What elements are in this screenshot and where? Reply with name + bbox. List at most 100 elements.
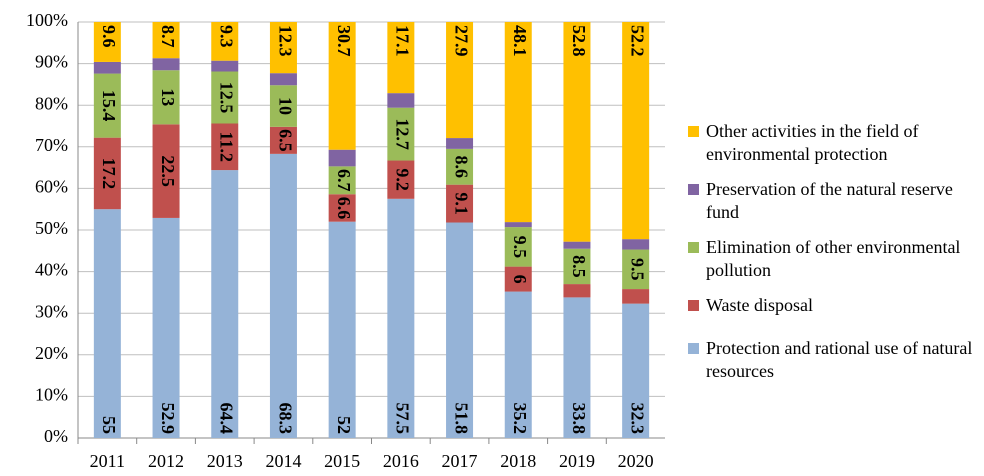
y-tick-label: 20% — [35, 343, 68, 363]
bar-segment — [504, 266, 532, 292]
data-label: 9.1 — [451, 192, 471, 215]
bar-segment — [563, 284, 591, 298]
legend-swatch — [688, 242, 699, 253]
data-label: 52.9 — [158, 403, 178, 435]
legend-swatch — [688, 343, 699, 354]
data-label: 12.3 — [275, 25, 295, 57]
y-tick-label: 90% — [35, 52, 68, 72]
bar-segment — [152, 58, 180, 71]
data-label: 6.6 — [334, 197, 354, 220]
data-label: 6.5 — [275, 129, 295, 152]
bar-segment — [328, 166, 356, 195]
legend: Other activities in the field of environ… — [688, 120, 978, 395]
legend-swatch — [688, 184, 699, 195]
bar-segment — [152, 22, 180, 59]
data-label: 68.3 — [275, 403, 295, 435]
data-label: 30.7 — [334, 25, 354, 57]
legend-item: Elimination of other environmental pollu… — [688, 236, 978, 282]
bar-segment — [622, 249, 650, 290]
legend-item: Preservation of the natural reserve fund — [688, 178, 978, 224]
legend-label: Preservation of the natural reserve fund — [706, 179, 953, 222]
data-label: 15.4 — [99, 90, 119, 122]
y-tick-label: 60% — [35, 177, 68, 197]
bar-segment — [446, 148, 474, 185]
data-label: 17.2 — [99, 158, 119, 190]
data-label: 9.6 — [99, 25, 119, 48]
data-label: 9.5 — [510, 236, 530, 259]
bar-segment — [211, 71, 239, 124]
x-tick-label: 2013 — [207, 451, 243, 471]
x-tick-label: 2019 — [559, 451, 595, 471]
y-tick-label: 80% — [35, 93, 68, 113]
x-tick-label: 2015 — [324, 451, 360, 471]
bar-segment — [93, 209, 121, 438]
data-label: 6 — [510, 275, 530, 284]
data-label: 55 — [99, 416, 119, 434]
bar-segment — [563, 22, 591, 242]
data-label: 8.5 — [569, 255, 589, 278]
legend-item: Waste disposal — [688, 294, 978, 317]
bar-segment — [387, 22, 415, 94]
data-label: 51.8 — [451, 403, 471, 435]
data-label: 52.2 — [628, 25, 648, 57]
bar-segment — [269, 22, 297, 74]
bar-segment — [269, 85, 297, 127]
bar-segment — [211, 123, 239, 171]
data-label: 35.2 — [510, 403, 530, 435]
legend-label: Waste disposal — [706, 295, 814, 315]
bar-segment — [504, 291, 532, 438]
data-label: 52.8 — [569, 25, 589, 57]
data-label: 11.2 — [217, 132, 237, 163]
bar-segment — [211, 22, 239, 61]
x-tick-label: 2016 — [383, 451, 419, 471]
bar-segment — [152, 70, 180, 125]
data-label: 12.5 — [217, 82, 237, 114]
bar-segment — [446, 184, 474, 223]
bar-segment — [504, 222, 532, 228]
data-label: 27.9 — [451, 25, 471, 57]
legend-swatch — [688, 300, 699, 311]
legend-item: Protection and rational use of natural r… — [688, 337, 978, 383]
x-tick-label: 2012 — [148, 451, 184, 471]
data-label: 10 — [275, 97, 295, 115]
bar-segment — [152, 124, 180, 218]
bar-segment — [152, 217, 180, 438]
data-label: 12.7 — [393, 118, 413, 150]
y-tick-label: 70% — [35, 135, 68, 155]
bar-segment — [387, 198, 415, 438]
bar-segment — [446, 138, 474, 149]
bar-segment — [93, 73, 121, 138]
data-label: 32.3 — [628, 403, 648, 435]
bar-segment — [504, 22, 532, 223]
bar-segment — [504, 227, 532, 267]
y-tick-label: 100% — [26, 10, 68, 30]
bar-segment — [446, 22, 474, 139]
bar-segment — [563, 241, 591, 249]
data-label: 57.5 — [393, 403, 413, 435]
x-tick-label: 2011 — [90, 451, 125, 471]
bar-segment — [328, 22, 356, 150]
data-label: 13 — [158, 88, 178, 106]
legend-item: Other activities in the field of environ… — [688, 120, 978, 166]
legend-swatch — [688, 126, 699, 137]
bar-segment — [563, 248, 591, 285]
bar-segment — [328, 194, 356, 222]
x-tick-label: 2020 — [618, 451, 654, 471]
bar-segment — [93, 22, 121, 62]
y-tick-label: 40% — [35, 260, 68, 280]
data-label: 9.3 — [217, 25, 237, 48]
bar-segment — [328, 221, 356, 438]
bar-segment — [269, 126, 297, 154]
data-label: 64.4 — [217, 403, 237, 435]
data-label: 6.7 — [334, 169, 354, 192]
data-label: 9.5 — [628, 258, 648, 281]
bar-segment — [211, 170, 239, 438]
data-label: 22.5 — [158, 155, 178, 187]
bar-segment — [563, 297, 591, 438]
bar-segment — [622, 289, 650, 304]
data-label: 33.8 — [569, 403, 589, 435]
data-label: 8.6 — [451, 156, 471, 179]
bar-segment — [269, 73, 297, 86]
x-tick-label: 2014 — [265, 451, 301, 471]
